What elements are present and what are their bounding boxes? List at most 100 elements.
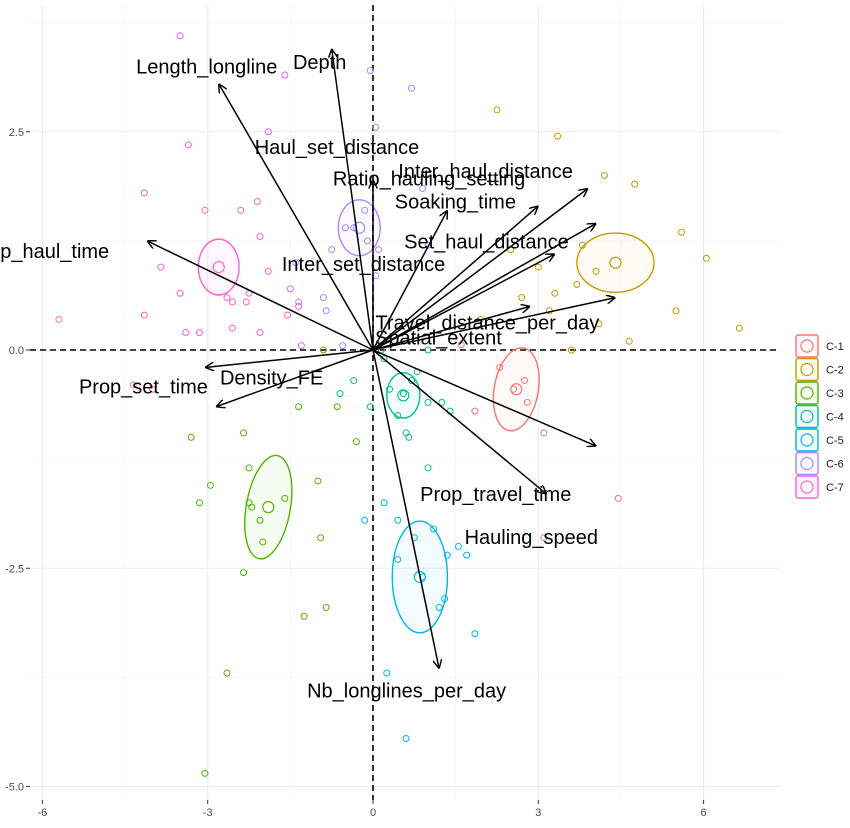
- data-point: [366, 67, 374, 75]
- data-point: [380, 499, 388, 507]
- legend-item-c-7: C-7: [795, 475, 844, 499]
- legend-key-circle: [800, 409, 814, 424]
- data-point: [256, 516, 264, 524]
- loading-label-spatial-extent: Spatial_extent: [375, 327, 502, 349]
- data-point: [281, 494, 289, 502]
- data-point: [322, 307, 330, 315]
- data-point: [195, 499, 203, 507]
- loading-label-length-longline: Length_longline: [136, 57, 277, 79]
- data-point: [253, 198, 261, 206]
- loading-label-inter-haul-distance: Inter_haul_distance: [398, 161, 573, 183]
- loading-label-travel-distance-per-day: Travel_distance_per_day: [375, 313, 599, 335]
- data-point: [140, 311, 148, 319]
- data-point: [317, 534, 325, 542]
- data-point: [242, 298, 250, 306]
- loading-labels: Depth Length_longline Haul_set_distance Soa…: [0, 52, 599, 703]
- data-point: [567, 346, 575, 354]
- data-point: [457, 341, 465, 349]
- data-point: [284, 311, 292, 319]
- data-point: [394, 411, 402, 419]
- data-point: [339, 342, 347, 350]
- y-tick-label: 0.0: [9, 345, 24, 357]
- loading-label-set-haul-distance: Set_haul_distance: [404, 231, 569, 253]
- data-point: [424, 346, 432, 354]
- data-point: [195, 329, 203, 337]
- data-point: [678, 228, 686, 236]
- data-point: [435, 604, 443, 612]
- legend-key-circle: [800, 480, 814, 494]
- data-point: [201, 206, 209, 214]
- data-point: [595, 320, 603, 328]
- x-tick-label: 3: [535, 807, 541, 819]
- data-point: [702, 254, 710, 262]
- data-point: [614, 494, 622, 502]
- legend-label: C-2: [826, 365, 844, 377]
- loading-label-hauling-speed: Hauling_speed: [465, 527, 598, 549]
- data-point: [672, 307, 680, 315]
- data-point: [187, 433, 195, 441]
- legend-label: C-4: [826, 412, 844, 424]
- data-point: [372, 123, 380, 131]
- legend-label: C-6: [826, 459, 844, 471]
- data-point: [240, 429, 248, 437]
- loading-arrow-prop-haul-time: [147, 241, 374, 351]
- data-point: [454, 542, 462, 550]
- data-point: [129, 381, 137, 389]
- axis-ticks: -6 -3 0 3 6 2.5 0.0 -2.5 -5.0: [5, 127, 707, 819]
- loading-arrows: [147, 49, 615, 669]
- loading-arrow-length-longline: [219, 84, 374, 351]
- loading-arrow-travel-distance-per-day: [372, 298, 615, 351]
- data-point: [361, 206, 369, 214]
- data-point: [424, 398, 432, 406]
- data-point: [600, 171, 608, 179]
- data-point: [319, 294, 327, 302]
- data-point: [295, 302, 303, 310]
- data-point: [256, 233, 264, 241]
- data-point: [430, 525, 438, 533]
- legend-key-circle: [800, 386, 814, 400]
- data-point: [182, 329, 190, 337]
- data-point: [322, 604, 330, 612]
- data-point: [399, 390, 407, 398]
- y-tick-label: -2.5: [5, 563, 24, 575]
- zero-reference-lines: [30, 5, 780, 800]
- data-point: [341, 224, 349, 232]
- data-point: [523, 398, 531, 406]
- data-point: [394, 556, 402, 564]
- data-point: [405, 433, 413, 441]
- data-point: [375, 246, 383, 254]
- data-point: [184, 141, 192, 149]
- data-point: [408, 84, 416, 92]
- data-point: [314, 477, 322, 485]
- x-tick-label: 0: [370, 807, 376, 819]
- loading-arrow-spatial-extent: [372, 306, 530, 351]
- data-point: [297, 342, 305, 350]
- data-point: [237, 206, 245, 214]
- data-point: [554, 132, 562, 140]
- data-point: [264, 128, 272, 136]
- data-point: [223, 294, 231, 302]
- loading-arrow-inter-set-distance: [372, 254, 555, 351]
- data-point: [424, 241, 432, 249]
- y-tick-label: 2.5: [9, 127, 24, 139]
- data-point: [140, 189, 148, 197]
- loading-label-prop-haul-time: Prop_haul_time: [0, 241, 109, 263]
- legend-key-circle: [800, 433, 814, 447]
- data-point: [518, 294, 526, 302]
- data-point: [573, 281, 581, 289]
- data-point: [510, 385, 518, 393]
- data-point: [463, 551, 471, 559]
- data-point: [319, 346, 327, 354]
- y-tick-label: -5.0: [5, 782, 24, 794]
- loading-arrow-density-fe: [216, 349, 374, 407]
- loading-label-soaking-time: Soaking_time: [395, 191, 516, 213]
- data-point: [328, 246, 336, 254]
- legend-key-circle: [800, 362, 814, 377]
- data-point: [245, 499, 253, 507]
- data-point: [419, 184, 427, 192]
- data-point: [361, 516, 369, 524]
- data-point: [336, 390, 344, 398]
- data-point: [176, 32, 184, 40]
- x-tick-label: -6: [38, 807, 48, 819]
- data-point: [295, 298, 303, 306]
